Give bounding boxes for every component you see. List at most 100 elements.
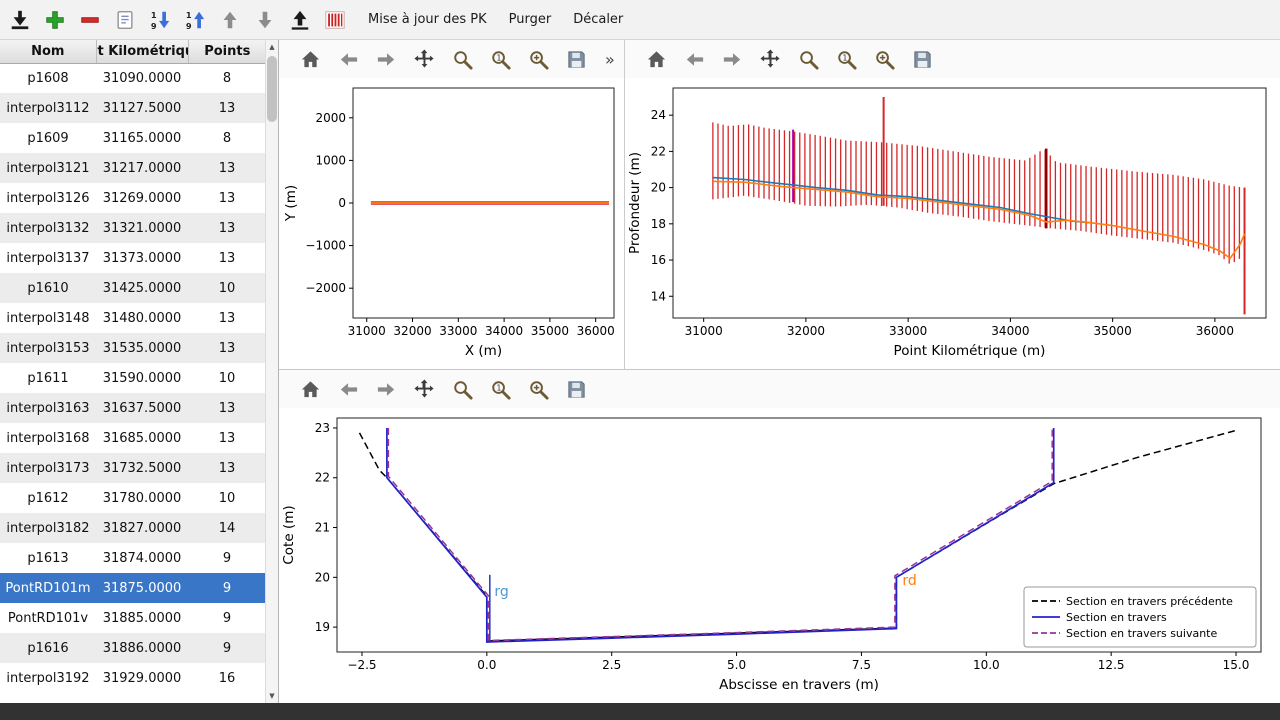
- zoom-icon[interactable]: [795, 46, 822, 73]
- cell-pk[interactable]: 31217.0000: [102, 160, 182, 176]
- pan-icon[interactable]: [411, 46, 438, 73]
- pan-icon[interactable]: [411, 376, 438, 403]
- table-row[interactable]: interpol3192 31929.0000 16: [0, 663, 265, 693]
- cell-pk[interactable]: 31886.0000: [102, 640, 182, 656]
- cell-points[interactable]: 13: [218, 430, 236, 446]
- cell-points[interactable]: 13: [218, 310, 236, 326]
- cell-nom[interactable]: interpol3153: [6, 340, 90, 356]
- cell-nom[interactable]: p1608: [27, 70, 69, 86]
- column-header-pk[interactable]: t Kilométriqu: [96, 40, 189, 64]
- save-icon[interactable]: [909, 46, 936, 73]
- cell-nom[interactable]: interpol3148: [6, 310, 90, 326]
- cell-nom[interactable]: PontRD101m: [5, 580, 91, 596]
- zoom-icon[interactable]: [449, 46, 476, 73]
- shift-button[interactable]: Décaler: [573, 12, 624, 27]
- table-row[interactable]: p1610 31425.0000 10: [0, 273, 265, 303]
- column-header-nom[interactable]: Nom: [0, 40, 97, 64]
- section-plot-canvas[interactable]: −2.5 0.0 2.5 5.0 7.5 10.0 12.5 15.0 19 20 21 22 23 Ab…: [279, 408, 1279, 702]
- save-icon[interactable]: [563, 46, 590, 73]
- cell-points[interactable]: 13: [218, 250, 236, 266]
- table-row[interactable]: interpol3112 31127.5000 13: [0, 93, 265, 123]
- cell-pk[interactable]: 31874.0000: [102, 550, 182, 566]
- cell-points[interactable]: 9: [222, 640, 232, 656]
- zoom-one-icon[interactable]: 1: [487, 376, 514, 403]
- cell-pk[interactable]: 31875.0000: [102, 580, 182, 596]
- cell-points[interactable]: 13: [218, 160, 236, 176]
- cell-points[interactable]: 10: [218, 490, 236, 506]
- scroll-down-arrow-icon[interactable]: ▼: [269, 692, 275, 700]
- zoom-one-icon[interactable]: 1: [833, 46, 860, 73]
- cell-pk[interactable]: 31885.0000: [102, 610, 182, 626]
- cell-nom[interactable]: p1610: [27, 280, 69, 296]
- move-up-icon[interactable]: [216, 6, 244, 34]
- table-row[interactable]: p1609 31165.0000 8: [0, 123, 265, 153]
- table-row[interactable]: PontRD101m 31875.0000 9: [0, 573, 265, 603]
- zoom-plus-icon[interactable]: [525, 376, 552, 403]
- back-icon[interactable]: [335, 46, 362, 73]
- cell-points[interactable]: 13: [218, 340, 236, 356]
- zoom-icon[interactable]: [449, 376, 476, 403]
- toolbar-overflow-icon[interactable]: »: [605, 49, 615, 69]
- move-down-icon[interactable]: [251, 6, 279, 34]
- edit-icon[interactable]: [111, 6, 139, 34]
- table-scrollbar[interactable]: ▲ ▼: [265, 40, 278, 703]
- cell-points[interactable]: 16: [218, 670, 236, 686]
- cell-points[interactable]: 14: [218, 520, 236, 536]
- update-pk-button[interactable]: Mise à jour des PK: [368, 12, 487, 27]
- table-row[interactable]: p1608 31090.0000 8: [0, 63, 265, 93]
- cell-points[interactable]: 9: [222, 580, 232, 596]
- cell-pk[interactable]: 31929.0000: [102, 670, 182, 686]
- table-row[interactable]: p1612 31780.0000 10: [0, 483, 265, 513]
- cell-nom[interactable]: p1612: [27, 490, 69, 506]
- cell-points[interactable]: 9: [222, 550, 232, 566]
- forward-icon[interactable]: [719, 46, 746, 73]
- cell-points[interactable]: 13: [218, 220, 236, 236]
- cell-pk[interactable]: 31373.0000: [102, 250, 182, 266]
- table-row[interactable]: p1616 31886.0000 9: [0, 633, 265, 663]
- cell-nom[interactable]: p1611: [27, 370, 69, 386]
- table-row[interactable]: interpol3182 31827.0000 14: [0, 513, 265, 543]
- remove-icon[interactable]: [76, 6, 104, 34]
- home-icon[interactable]: [643, 46, 670, 73]
- cell-nom[interactable]: interpol3192: [6, 670, 90, 686]
- cell-pk[interactable]: 31732.5000: [102, 460, 182, 476]
- cell-pk[interactable]: 31425.0000: [102, 280, 182, 296]
- add-icon[interactable]: [41, 6, 69, 34]
- cell-points[interactable]: 10: [218, 280, 236, 296]
- table-row[interactable]: p1611 31590.0000 10: [0, 363, 265, 393]
- cell-nom[interactable]: interpol3132: [6, 220, 90, 236]
- cell-points[interactable]: 13: [218, 400, 236, 416]
- table-row[interactable]: interpol3163 31637.5000 13: [0, 393, 265, 423]
- cell-nom[interactable]: interpol3173: [6, 460, 90, 476]
- scroll-up-arrow-icon[interactable]: ▲: [269, 43, 275, 51]
- table-row[interactable]: interpol3132 31321.0000 13: [0, 213, 265, 243]
- cell-pk[interactable]: 31321.0000: [102, 220, 182, 236]
- purge-button[interactable]: Purger: [508, 12, 552, 27]
- xy-plot-canvas[interactable]: 31000 32000 33000 34000 35000 36000 −2000 −1000…: [279, 78, 624, 368]
- table-row[interactable]: interpol3126 31269.0000 13: [0, 183, 265, 213]
- back-icon[interactable]: [681, 46, 708, 73]
- cell-nom[interactable]: p1609: [27, 130, 69, 146]
- cell-pk[interactable]: 31090.0000: [102, 70, 182, 86]
- cell-points[interactable]: 8: [222, 70, 232, 86]
- cell-pk[interactable]: 31780.0000: [102, 490, 182, 506]
- cell-points[interactable]: 10: [218, 370, 236, 386]
- pan-icon[interactable]: [757, 46, 784, 73]
- export-icon[interactable]: [286, 6, 314, 34]
- cell-nom[interactable]: interpol3137: [6, 250, 90, 266]
- back-icon[interactable]: [335, 376, 362, 403]
- forward-icon[interactable]: [373, 46, 400, 73]
- table-row[interactable]: p1613 31874.0000 9: [0, 543, 265, 573]
- zoom-plus-icon[interactable]: [871, 46, 898, 73]
- cell-nom[interactable]: interpol3112: [6, 100, 90, 116]
- table-row[interactable]: interpol3137 31373.0000 13: [0, 243, 265, 273]
- cell-pk[interactable]: 31165.0000: [102, 130, 182, 146]
- pk-stripes-icon[interactable]: [321, 6, 349, 34]
- cell-points[interactable]: 13: [218, 190, 236, 206]
- table-row[interactable]: interpol3148 31480.0000 13: [0, 303, 265, 333]
- cell-pk[interactable]: 31480.0000: [102, 310, 182, 326]
- zoom-plus-icon[interactable]: [525, 46, 552, 73]
- save-icon[interactable]: [563, 376, 590, 403]
